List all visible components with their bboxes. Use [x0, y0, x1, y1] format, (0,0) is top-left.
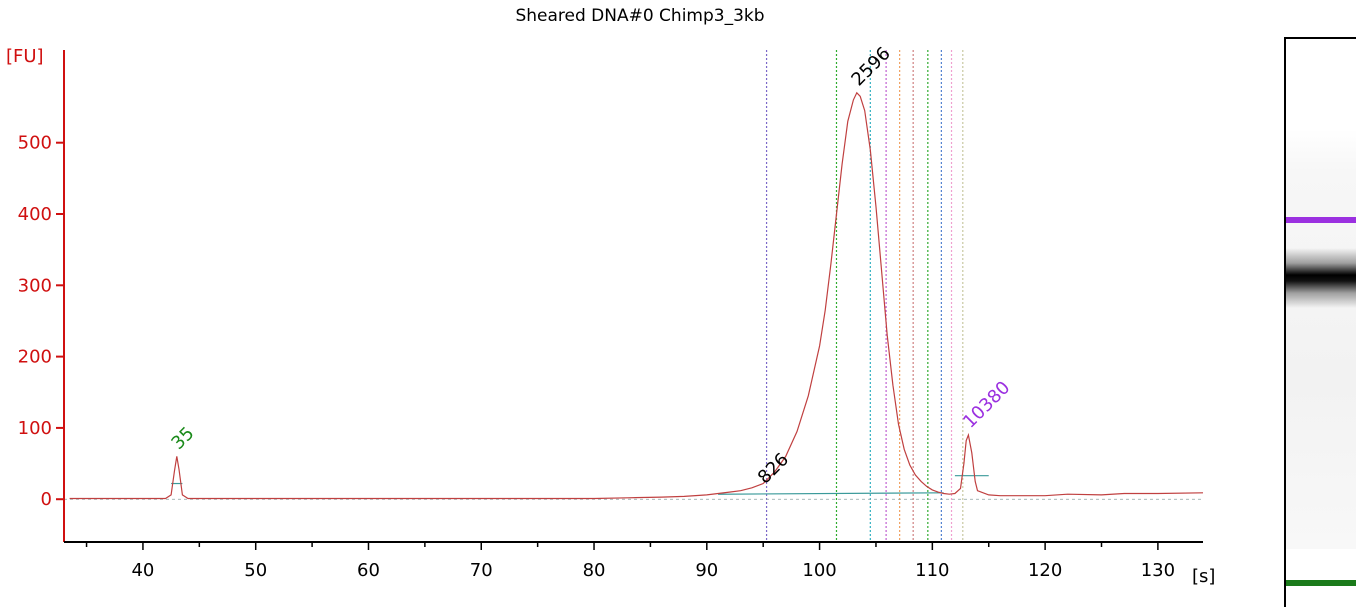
integration-line [718, 492, 944, 495]
x-tick-label: 90 [695, 560, 718, 581]
y-tick-label: 400 [18, 204, 52, 225]
y-ticks: 0 100 200 300 400 500 [18, 133, 64, 510]
x-axis-label: [s] [1192, 566, 1215, 587]
x-tick-label: 50 [244, 560, 267, 581]
peak-label: 2596 [847, 43, 894, 90]
vertical-markers [765, 50, 964, 542]
peak-label: 826 [754, 449, 793, 488]
gel-band [1286, 217, 1356, 224]
gel-band [1286, 248, 1356, 309]
x-tick-label: 130 [1141, 560, 1175, 581]
y-tick-label: 300 [18, 275, 52, 296]
x-tick-label: 70 [470, 560, 493, 581]
gel-lane [1286, 129, 1356, 549]
x-tick-label: 100 [802, 560, 836, 581]
gel-band [1286, 580, 1356, 587]
y-tick-label: 500 [18, 133, 52, 154]
x-tick-label: 40 [131, 560, 154, 581]
y-tick-label: 100 [18, 418, 52, 439]
electropherogram-chart: Sheared DNA#0 Chimp3_3kb [FU] [s] 0 100 20… [6, 6, 1215, 587]
y-tick-label: 0 [41, 489, 52, 510]
series-line [69, 91, 1204, 500]
chart-title: Sheared DNA#0 Chimp3_3kb [515, 6, 764, 26]
y-axis-label: [FU] [6, 46, 44, 67]
peak-label: 35 [167, 423, 198, 454]
peak-label: 10380 [959, 377, 1014, 432]
y-tick-label: 200 [18, 347, 52, 368]
x-tick-label: 110 [915, 560, 949, 581]
x-tick-label: 120 [1028, 560, 1062, 581]
x-ticks: 40 50 60 70 80 90 100 110 120 130 [85, 542, 1175, 581]
x-tick-label: 80 [583, 560, 606, 581]
x-tick-label: 60 [357, 560, 380, 581]
gel-image [1284, 37, 1356, 607]
peak-labels: 35 826 2596 10380 [167, 43, 1014, 488]
